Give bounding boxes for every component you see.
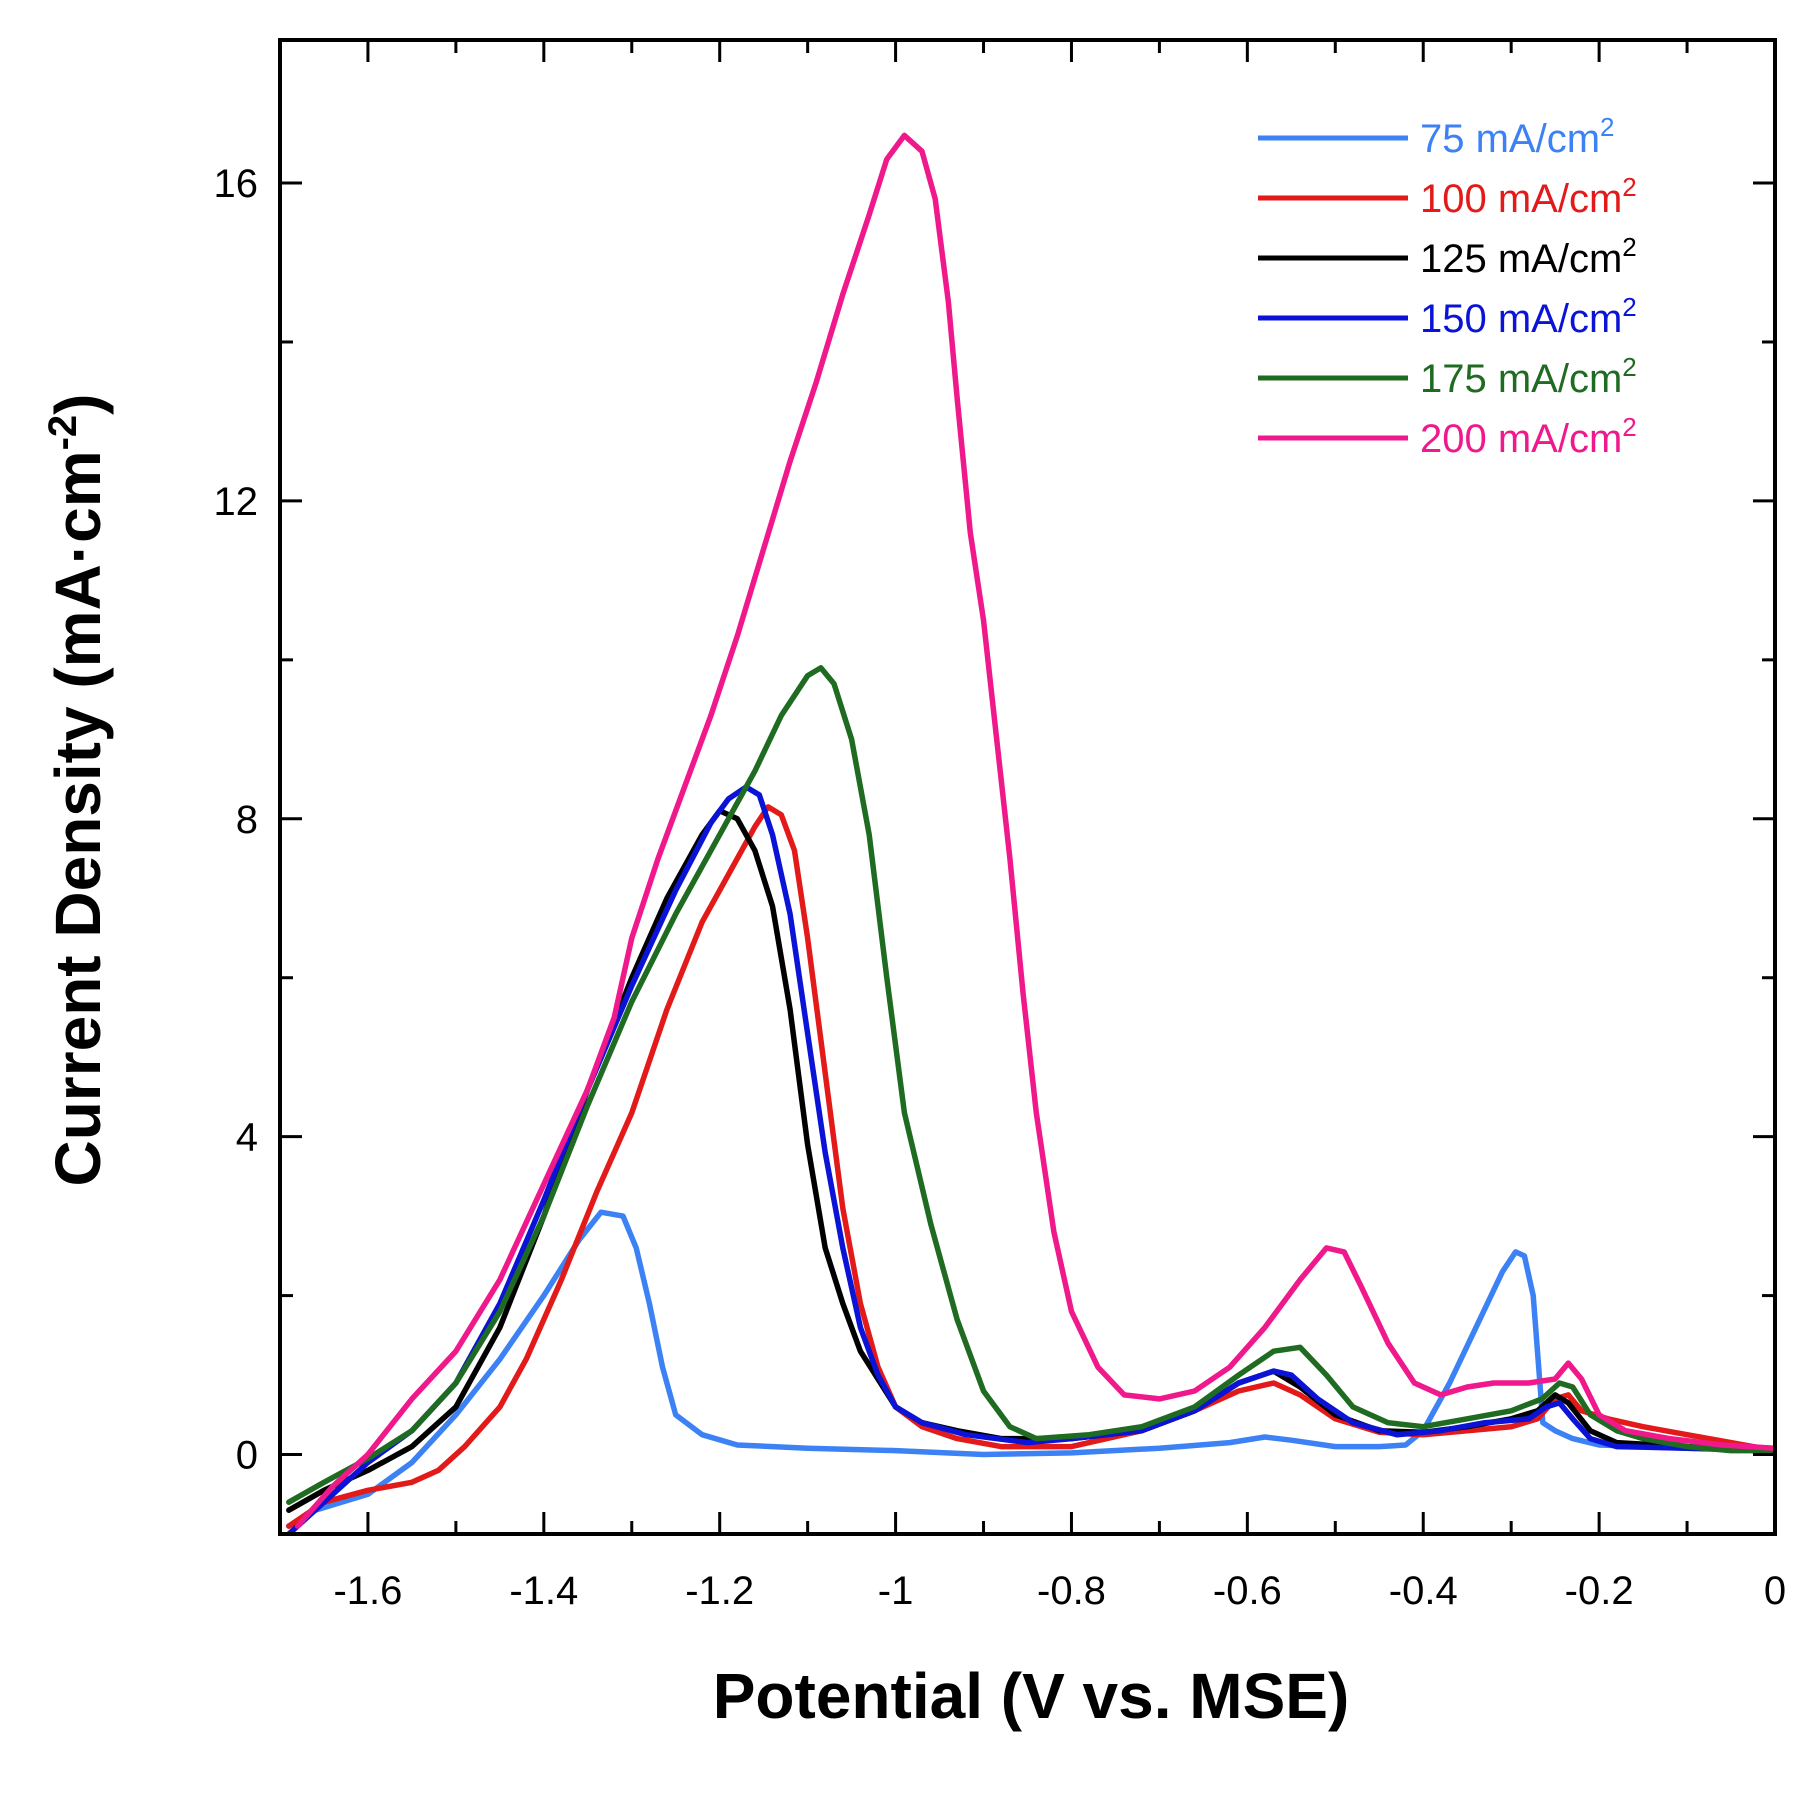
legend-label-text: 100 mA/cm xyxy=(1420,177,1622,221)
series-line-5 xyxy=(286,665,1775,1505)
y-tick-label: 4 xyxy=(236,1116,258,1160)
legend-label-sup: 2 xyxy=(1622,232,1636,262)
ticks-layer: -1.6 -1.4 -1.2 -1 -0.8 -0.6 -0.4 -0.2 0 0 4 8 12 16 xyxy=(214,40,1786,1613)
legend-label: 175 mA/cm2 xyxy=(1420,352,1637,401)
series-line-4 xyxy=(286,784,1775,1534)
legend-label-sup: 2 xyxy=(1622,412,1636,442)
legend-item-3: 125 mA/cm2 xyxy=(1258,232,1637,281)
legend-label-text: 75 mA/cm xyxy=(1420,117,1600,161)
legend-label-sup: 2 xyxy=(1622,292,1636,322)
legend-label: 200 mA/cm2 xyxy=(1420,412,1637,461)
y-tick-label: 8 xyxy=(236,798,258,842)
x-tick-label: -1.6 xyxy=(333,1569,402,1613)
legend-label: 100 mA/cm2 xyxy=(1420,172,1637,221)
x-tick-label: -1 xyxy=(878,1569,914,1613)
y-axis-title-sup: -2 xyxy=(41,415,85,451)
legend-label-sup: 2 xyxy=(1622,352,1636,382)
y-tick-label: 16 xyxy=(214,162,259,206)
series-line-2 xyxy=(286,804,1775,1529)
legend-item-4: 150 mA/cm2 xyxy=(1258,292,1637,341)
y-tick-label: 0 xyxy=(236,1434,258,1478)
x-axis-title: Potential (V vs. MSE) xyxy=(713,1660,1350,1732)
legend-item-5: 175 mA/cm2 xyxy=(1258,352,1637,401)
legend-label-text: 200 mA/cm xyxy=(1420,417,1622,461)
plot-frame xyxy=(278,38,1777,1536)
legend-label-text: 175 mA/cm xyxy=(1420,357,1622,401)
x-tick-label: -0.6 xyxy=(1213,1569,1282,1613)
x-tick-label: 0 xyxy=(1764,1569,1786,1613)
legend-item-6: 200 mA/cm2 xyxy=(1258,412,1637,461)
legend-label-text: 150 mA/cm xyxy=(1420,297,1622,341)
series-line-6 xyxy=(294,132,1775,1529)
x-tick-label: -0.2 xyxy=(1565,1569,1634,1613)
x-tick-label: -0.8 xyxy=(1037,1569,1106,1613)
x-tick-label: -1.4 xyxy=(509,1569,578,1613)
y-tick-label: 12 xyxy=(214,480,259,524)
legend-label-sup: 2 xyxy=(1622,172,1636,202)
x-tick-label: -0.4 xyxy=(1389,1569,1458,1613)
legend-label-sup: 2 xyxy=(1600,112,1614,142)
legend-label: 150 mA/cm2 xyxy=(1420,292,1637,341)
legend-item-2: 100 mA/cm2 xyxy=(1258,172,1637,221)
legend-label: 125 mA/cm2 xyxy=(1420,232,1637,281)
y-axis-title-close: ) xyxy=(42,393,114,414)
y-axis-title: Current Density (mA·cm-2) xyxy=(41,393,114,1186)
legend-label-text: 125 mA/cm xyxy=(1420,237,1622,281)
plot-series-layer xyxy=(286,132,1775,1534)
x-tick-label: -1.2 xyxy=(685,1569,754,1613)
legend-label: 75 mA/cm2 xyxy=(1420,112,1615,161)
legend-item-1: 75 mA/cm2 xyxy=(1258,112,1615,161)
y-axis-title-main: Current Density (mA·cm xyxy=(42,450,114,1186)
